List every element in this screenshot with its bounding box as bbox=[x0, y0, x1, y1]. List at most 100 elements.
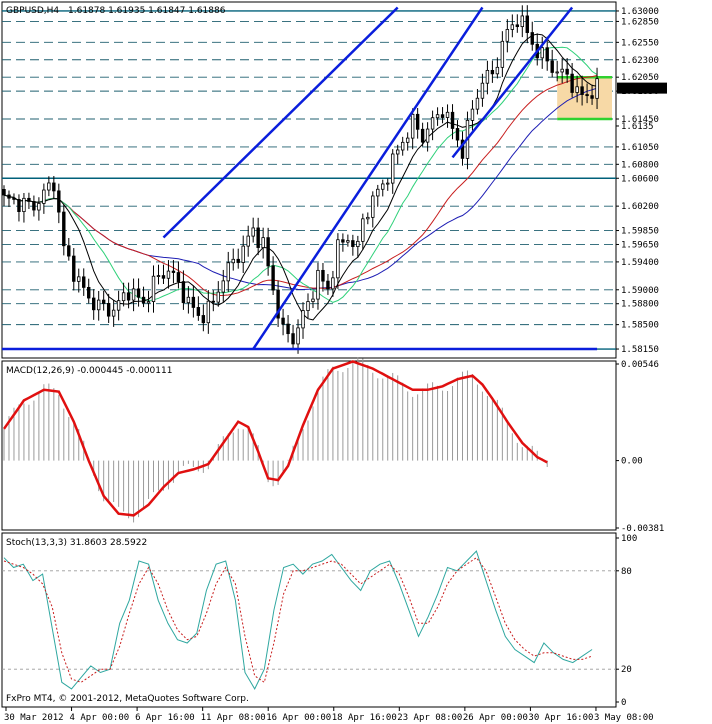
time-tick-label-5: 18 Apr 16:00 bbox=[332, 713, 397, 723]
candle-body-18 bbox=[92, 297, 96, 311]
ohlc-header: 1.61878 1.61935 1.61847 1.61886 bbox=[68, 6, 226, 16]
candle-body-111 bbox=[555, 71, 559, 74]
candle-body-92 bbox=[460, 139, 465, 159]
candle-body-100 bbox=[500, 40, 505, 68]
candle-body-36 bbox=[181, 281, 186, 304]
candle-body-91 bbox=[455, 128, 460, 141]
candle-body-65 bbox=[326, 280, 330, 290]
candle-body-103 bbox=[515, 24, 520, 28]
candle-body-71 bbox=[356, 240, 360, 247]
candle-body-48 bbox=[241, 245, 245, 263]
candle-body-28 bbox=[141, 296, 146, 304]
candle-body-88 bbox=[440, 114, 445, 118]
channel-line-0 bbox=[252, 6, 484, 350]
candle-body-98 bbox=[490, 69, 495, 75]
candle-body-22 bbox=[111, 309, 116, 317]
candle-body-82 bbox=[410, 113, 415, 139]
candle-body-3 bbox=[17, 198, 21, 212]
price-candles bbox=[2, 5, 599, 354]
price-tick-label-7: 1.61450 bbox=[621, 115, 659, 125]
candle-body-104 bbox=[520, 15, 524, 28]
candle-body-49 bbox=[246, 235, 250, 247]
price-tick-label-2: 1.62550 bbox=[621, 38, 659, 48]
candle-body-99 bbox=[495, 66, 500, 75]
candle-body-72 bbox=[361, 218, 365, 242]
current-price-marker bbox=[617, 82, 667, 94]
time-tick-label-1: 4 Apr 00:00 bbox=[70, 713, 130, 723]
stoch-main-line bbox=[3, 550, 593, 690]
candle-body-35 bbox=[176, 272, 181, 282]
candle-body-10 bbox=[52, 182, 56, 192]
candle-body-96 bbox=[480, 82, 485, 99]
macd-axis: 0.00546 0.00 -0.00381 bbox=[616, 360, 664, 534]
price-tick-label-13: 1.59850 bbox=[621, 227, 659, 237]
price-tick-label-4: 1.62050 bbox=[621, 73, 659, 83]
time-tick-label-7: 26 Apr 00:00 bbox=[463, 713, 528, 723]
candle-body-8 bbox=[42, 189, 46, 204]
candle-body-23 bbox=[116, 300, 121, 311]
candle-body-89 bbox=[445, 111, 450, 118]
price-tick-label-15: 1.59400 bbox=[621, 258, 659, 268]
candle-body-37 bbox=[186, 296, 191, 304]
candle-body-86 bbox=[430, 117, 435, 130]
candle-body-32 bbox=[161, 275, 166, 279]
candle-body-39 bbox=[196, 307, 201, 316]
price-tick-label-0: 1.63000 bbox=[621, 7, 659, 17]
candle-body-95 bbox=[475, 97, 480, 110]
candle-body-27 bbox=[136, 288, 141, 298]
candle-body-40 bbox=[201, 315, 206, 324]
candle-body-55 bbox=[276, 289, 280, 319]
candle-body-58 bbox=[291, 333, 295, 345]
candle-body-43 bbox=[216, 291, 220, 303]
candle-body-61 bbox=[306, 301, 310, 311]
candle-body-80 bbox=[400, 141, 405, 151]
macd-panel[interactable]: 0.00546 0.00 -0.00381 MACD(12,26,9) -0.000… bbox=[1, 357, 664, 534]
macd-tick-label-1: 0.00 bbox=[621, 457, 643, 467]
candle-body-52 bbox=[261, 237, 265, 248]
trend-channel-lines[interactable] bbox=[2, 6, 598, 351]
candle-body-66 bbox=[331, 277, 335, 290]
ma-green-line bbox=[3, 46, 598, 303]
price-tick-label-17: 1.58800 bbox=[621, 300, 659, 310]
moving-averages bbox=[3, 33, 598, 321]
price-tick-label-6: 1.61850 bbox=[621, 87, 659, 97]
candle-body-64 bbox=[321, 269, 325, 282]
candle-body-26 bbox=[131, 288, 136, 301]
candle-body-25 bbox=[126, 292, 131, 301]
candle-body-4 bbox=[22, 197, 26, 212]
candle-body-60 bbox=[301, 310, 305, 329]
price-tick-label-9: 1.61050 bbox=[621, 143, 659, 153]
price-tick-label-18: 1.58500 bbox=[621, 321, 659, 331]
candle-body-7 bbox=[37, 203, 41, 211]
candle-body-119 bbox=[595, 78, 599, 99]
candle-body-46 bbox=[231, 258, 235, 264]
time-tick-label-2: 6 Apr 16:00 bbox=[135, 713, 195, 723]
channel-line-1 bbox=[451, 6, 574, 159]
candle-body-24 bbox=[121, 292, 126, 302]
macd-histogram bbox=[3, 357, 548, 523]
price-tick-label-10: 1.60800 bbox=[621, 160, 659, 170]
current-price-label: 1.61886 bbox=[621, 85, 659, 95]
stoch-signal-line bbox=[3, 557, 593, 684]
candle-body-2 bbox=[12, 197, 16, 200]
symbol-header: GBPUSD,H4 bbox=[6, 6, 59, 16]
candle-body-118 bbox=[590, 95, 594, 99]
candle-body-101 bbox=[505, 29, 510, 42]
stoch-panel[interactable]: 100 80 20 0 Stoch(13,3,3) 31.8603 28.5922 F… bbox=[1, 532, 637, 708]
candle-body-53 bbox=[266, 237, 270, 267]
time-tick-label-3: 11 Apr 08:00 bbox=[201, 713, 266, 723]
candle-body-110 bbox=[550, 60, 554, 73]
candle-body-13 bbox=[67, 245, 71, 257]
copyright-footer: FxPro MT4, © 2001-2012, MetaQuotes Softw… bbox=[6, 694, 249, 704]
candle-body-0 bbox=[2, 189, 6, 196]
time-tick-label-4: 16 Apr 00:00 bbox=[266, 713, 331, 723]
candle-body-42 bbox=[211, 300, 216, 303]
candle-body-117 bbox=[585, 94, 589, 97]
candle-body-77 bbox=[386, 182, 390, 185]
candle-body-79 bbox=[396, 149, 400, 155]
candle-body-85 bbox=[425, 128, 430, 143]
candle-body-56 bbox=[281, 317, 285, 325]
candle-body-94 bbox=[470, 108, 475, 121]
